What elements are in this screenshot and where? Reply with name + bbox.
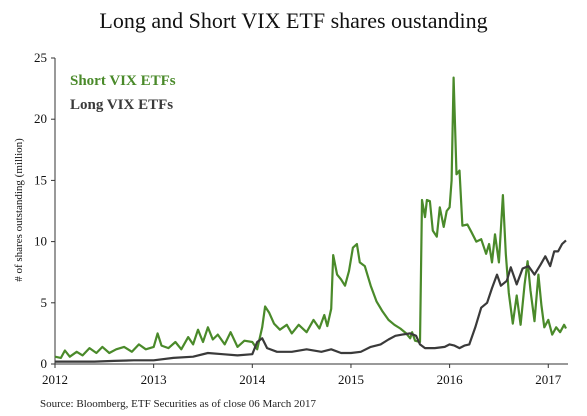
axes: 0 5 10 15 20 25 2012 2013 2014 2015 2016 2017 bbox=[34, 50, 568, 387]
x-tick-label: 2013 bbox=[141, 372, 167, 387]
x-tick-label: 2017 bbox=[535, 372, 562, 387]
y-tick-label: 25 bbox=[34, 50, 47, 65]
y-tick-label: 20 bbox=[34, 111, 47, 126]
legend-short-vix: Short VIX ETFs bbox=[70, 73, 176, 89]
series-layer bbox=[54, 76, 567, 363]
y-tick-label: 15 bbox=[34, 172, 47, 187]
x-tick-label: 2016 bbox=[437, 372, 464, 387]
legend-long-vix: Long VIX ETFs bbox=[70, 97, 173, 113]
y-tick-label: 10 bbox=[34, 234, 47, 249]
y-axis-label: # of shares outstanding (million) bbox=[13, 138, 25, 282]
series-line-long-vix bbox=[55, 239, 567, 363]
x-tick-label: 2014 bbox=[239, 372, 266, 387]
series-line-short-vix bbox=[54, 76, 567, 359]
y-tick-label: 5 bbox=[41, 295, 48, 310]
y-tick-label: 0 bbox=[41, 356, 48, 371]
x-tick-label: 2015 bbox=[338, 372, 364, 387]
source-note: Source: Bloomberg, ETF Securities as of … bbox=[40, 398, 316, 410]
chart-title: Long and Short VIX ETF shares oustanding bbox=[99, 8, 488, 33]
x-tick-label: 2012 bbox=[42, 372, 68, 387]
